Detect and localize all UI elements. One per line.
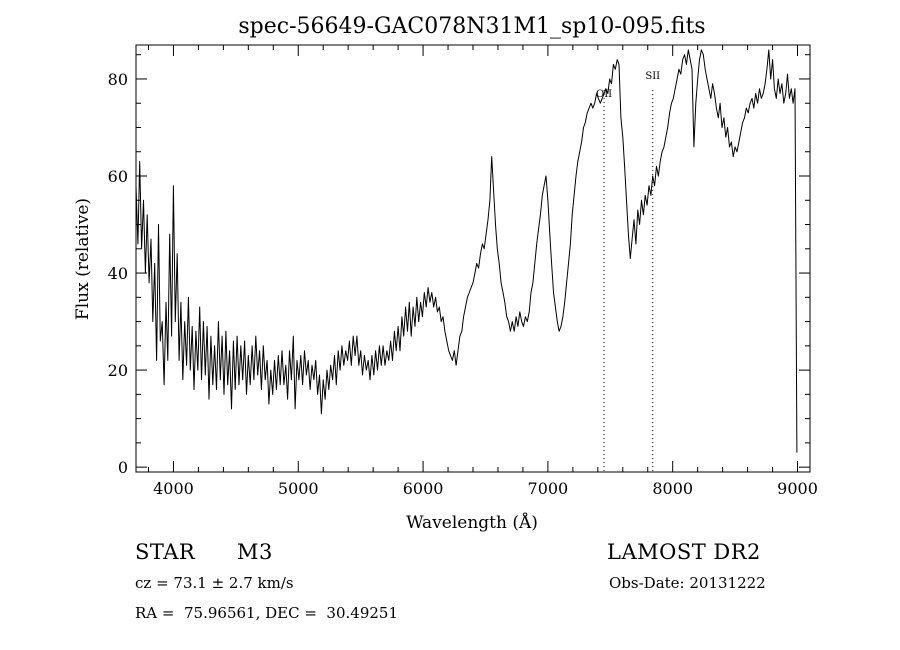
- y-tick-label: 20: [108, 361, 128, 380]
- survey-name: LAMOST DR2: [607, 540, 761, 564]
- marker-lines: [603, 90, 654, 472]
- x-axis-label: Wavelength (Å): [406, 512, 538, 533]
- x-tick-label: 4000: [153, 479, 194, 498]
- axes: 4000 5000 6000 7000 8000 9000 0 20 40 60 80: [108, 44, 818, 498]
- chart-title: spec-56649-GAC078N31M1_sp10-095.fits: [238, 14, 705, 39]
- annotation-label: SII: [645, 71, 660, 82]
- line-annotations: OII SII: [596, 71, 660, 100]
- object-subclass: M3: [237, 540, 273, 564]
- x-tick-label: 6000: [403, 479, 444, 498]
- x-tick-label: 7000: [528, 479, 569, 498]
- y-tick-label: 80: [108, 70, 128, 89]
- plot-frame: [135, 44, 811, 473]
- y-tick-label: 40: [108, 264, 128, 283]
- y-tick-label: 60: [108, 167, 128, 186]
- x-tick-label: 8000: [652, 479, 693, 498]
- spectrum-series: [135, 49, 798, 453]
- obs-date: Obs-Date: 20131222: [609, 574, 766, 592]
- cz-value: cz = 73.1 ± 2.7 km/s: [135, 574, 294, 592]
- y-tick-label: 0: [118, 458, 128, 477]
- x-tick-label: 5000: [278, 479, 319, 498]
- object-type: STAR: [135, 540, 196, 564]
- spectrum-line: [135, 49, 798, 453]
- coordinates: RA = 75.96561, DEC = 30.49251: [135, 604, 399, 622]
- x-tick-label: 9000: [777, 479, 818, 498]
- y-axis-label: Flux (relative): [73, 198, 93, 320]
- annotation-label: OII: [596, 89, 612, 100]
